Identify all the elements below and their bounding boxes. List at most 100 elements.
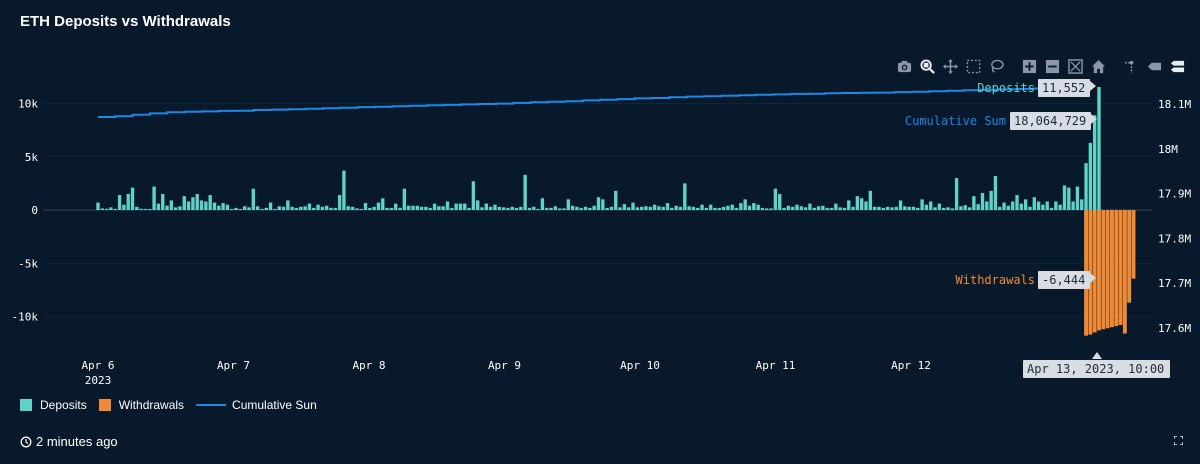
deposit-bar bbox=[652, 204, 657, 210]
deposit-bar bbox=[337, 195, 342, 210]
deposit-bar bbox=[307, 203, 312, 210]
deposit-bar bbox=[734, 207, 739, 210]
deposit-bar bbox=[790, 206, 795, 210]
deposit-bar bbox=[1093, 115, 1097, 210]
deposit-bar bbox=[113, 208, 117, 210]
hover-closest-icon[interactable] bbox=[1145, 57, 1164, 76]
deposit-bar bbox=[743, 199, 747, 210]
camera-icon[interactable] bbox=[895, 57, 914, 76]
deposit-bar bbox=[480, 207, 484, 210]
y-tick-label: -10k bbox=[12, 311, 39, 324]
legend-swatch-withdrawals bbox=[98, 399, 111, 411]
deposit-bar bbox=[605, 207, 609, 210]
deposit-bar bbox=[1067, 187, 1071, 210]
deposit-bar bbox=[739, 203, 743, 210]
deposit-bar bbox=[1006, 205, 1011, 210]
deposit-bar bbox=[592, 205, 596, 210]
deposit-bar bbox=[152, 186, 156, 210]
withdrawal-bar bbox=[1118, 210, 1123, 326]
reset-axes-icon[interactable] bbox=[1089, 57, 1108, 76]
chart-plot[interactable]: 10k 5k 0 -5k -10k 18.1M 18M 17.9M 17.8M 17.7M 17.6… bbox=[0, 0, 1200, 396]
deposit-bar bbox=[122, 204, 126, 210]
deposit-bar bbox=[885, 206, 890, 210]
deposit-bar bbox=[665, 203, 670, 210]
deposit-bar bbox=[238, 208, 243, 210]
withdrawal-bar bbox=[1105, 210, 1110, 329]
deposit-bar bbox=[670, 207, 674, 210]
legend-item-withdrawals[interactable]: Withdrawals bbox=[98, 398, 184, 412]
deposit-bar bbox=[221, 203, 225, 210]
x-hover-pointer bbox=[1092, 352, 1102, 359]
zoom-in-icon[interactable] bbox=[1020, 57, 1039, 76]
deposit-bar bbox=[186, 201, 191, 210]
deposit-bar bbox=[104, 208, 109, 210]
deposit-bar bbox=[1015, 195, 1019, 210]
deposit-bar bbox=[1002, 202, 1006, 210]
deposit-bar bbox=[355, 208, 359, 210]
deposit-bar bbox=[161, 194, 165, 210]
legend-item-deposits[interactable]: Deposits bbox=[20, 398, 87, 412]
deposit-bar bbox=[406, 205, 411, 210]
deposit-bar bbox=[130, 187, 135, 210]
gridlines bbox=[43, 103, 1152, 317]
zoom-out-icon[interactable] bbox=[1043, 57, 1062, 76]
deposit-bar bbox=[726, 205, 730, 210]
deposit-bar bbox=[212, 202, 217, 210]
deposit-bar bbox=[251, 188, 256, 210]
deposit-bar bbox=[691, 206, 696, 210]
y-tick-label: 5k bbox=[25, 151, 39, 164]
deposit-bar bbox=[1036, 201, 1041, 210]
deposit-bar bbox=[864, 201, 868, 210]
deposit-bar bbox=[445, 201, 450, 210]
deposit-bar bbox=[868, 190, 873, 210]
deposit-bar bbox=[199, 200, 204, 210]
deposit-bar bbox=[812, 207, 816, 210]
deposit-bar bbox=[523, 174, 527, 210]
expand-icon[interactable] bbox=[1174, 436, 1183, 445]
pan-icon[interactable] bbox=[941, 57, 960, 76]
deposit-bar bbox=[941, 207, 946, 210]
lasso-select-icon[interactable] bbox=[987, 57, 1006, 76]
deposit-bar bbox=[838, 207, 842, 210]
deposit-bar bbox=[708, 204, 713, 210]
y2-tick-label: 17.7M bbox=[1158, 277, 1191, 290]
deposit-bar bbox=[536, 208, 540, 210]
deposit-bar bbox=[143, 208, 148, 210]
deposit-bar bbox=[898, 200, 903, 210]
legend-item-cumulative[interactable]: Cumulative Sun bbox=[196, 398, 317, 412]
box-select-icon[interactable] bbox=[964, 57, 983, 76]
deposit-bar bbox=[1097, 86, 1101, 210]
deposit-bar bbox=[816, 206, 821, 210]
deposit-bar bbox=[937, 203, 942, 210]
deposit-bar bbox=[312, 207, 316, 210]
hover-compare-icon[interactable] bbox=[1168, 57, 1187, 76]
deposit-bar bbox=[903, 206, 907, 210]
zoom-icon[interactable] bbox=[918, 57, 937, 76]
hover-x-box bbox=[1023, 360, 1170, 378]
deposit-bar bbox=[527, 207, 532, 210]
hover-withdrawals-value-pointer bbox=[1090, 273, 1096, 283]
deposit-bar bbox=[545, 207, 549, 210]
withdrawal-bar bbox=[1097, 210, 1101, 331]
hover-deposits-value-box bbox=[1038, 79, 1090, 97]
deposit-bar bbox=[614, 190, 618, 210]
deposit-bar bbox=[1080, 199, 1084, 210]
x-tick-label: Apr 10 bbox=[620, 359, 660, 372]
autoscale-icon[interactable] bbox=[1066, 57, 1085, 76]
y2-tick-label: 17.6M bbox=[1158, 322, 1191, 335]
hover-labels: Deposits 11,552 Cumulative Sum 18,064,729 Wi… bbox=[905, 79, 1170, 378]
deposit-bar bbox=[532, 206, 536, 210]
deposit-bar bbox=[471, 181, 476, 210]
legend-label-deposits: Deposits bbox=[40, 398, 87, 412]
hover-deposits-value: 11,552 bbox=[1042, 81, 1085, 95]
deposit-bar bbox=[588, 207, 592, 210]
deposit-bar bbox=[877, 206, 881, 210]
spike-lines-icon[interactable] bbox=[1122, 57, 1141, 76]
deposit-bar bbox=[579, 207, 583, 210]
deposit-bar bbox=[182, 196, 186, 210]
deposit-bar bbox=[415, 205, 419, 210]
deposit-bar bbox=[320, 206, 325, 210]
deposit-bar bbox=[268, 202, 273, 210]
deposit-bar bbox=[441, 206, 445, 210]
deposit-bar bbox=[929, 201, 933, 210]
